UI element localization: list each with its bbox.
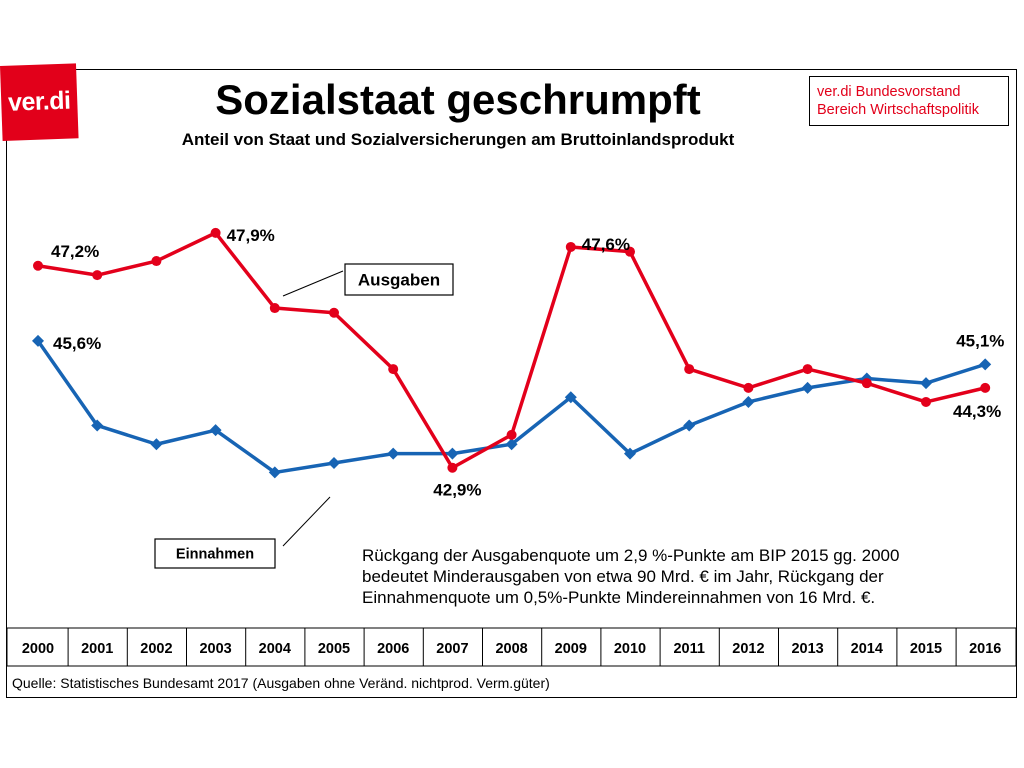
data-point (980, 382, 991, 393)
data-point (328, 457, 340, 470)
source-footer: Quelle: Statistisches Bundesamt 2017 (Au… (12, 675, 550, 691)
note-line-3: Einnahmenquote um 0,5%-Punkte Mindereinn… (362, 588, 876, 607)
data-point (388, 364, 399, 375)
x-axis: 2000 2001 2002 2003 2004 2005 2006 2007 2008 2009… (6, 627, 1017, 667)
data-point (801, 381, 814, 394)
data-point (506, 429, 517, 440)
data-point (802, 364, 813, 375)
x-tick-label: 2004 (259, 641, 291, 657)
data-label: 45,1% (956, 331, 1004, 350)
data-label: 45,6% (53, 334, 101, 353)
x-tick-label: 2005 (318, 641, 350, 657)
x-tick-label: 2014 (851, 641, 883, 657)
x-tick-label: 2016 (969, 641, 1001, 657)
x-tick-label: 2000 (22, 641, 54, 657)
data-point (268, 466, 281, 479)
data-point (446, 447, 459, 460)
callout-leader-line (282, 496, 331, 547)
data-point (921, 396, 931, 407)
data-point (624, 447, 636, 460)
legend-box (154, 538, 276, 569)
chart-frame (6, 69, 1017, 698)
data-label: 44,3% (953, 402, 1001, 421)
x-tick-label: 2011 (673, 641, 704, 657)
data-point (861, 378, 872, 389)
data-label: 42,9% (433, 481, 481, 500)
data-point (743, 382, 754, 393)
data-point (92, 270, 103, 281)
data-point (32, 334, 44, 347)
x-tick-label: 2009 (555, 641, 587, 657)
data-label: 47,2% (51, 242, 99, 261)
data-point (33, 260, 43, 271)
x-tick-label: 2002 (140, 641, 172, 657)
legend-label: Ausgaben (358, 271, 440, 290)
data-point (979, 358, 992, 371)
series-line-einnahmen (36, 339, 986, 475)
x-tick-label: 2015 (910, 641, 942, 657)
data-point (505, 438, 518, 451)
data-point (210, 227, 221, 238)
data-label: 47,9% (227, 226, 275, 245)
data-labels: 47,2% 47,9% 47,6% 42,9% 44,3% 45,6% 45,1% (51, 226, 1004, 500)
data-point (329, 307, 339, 318)
legend-label: Einnahmen (176, 547, 254, 563)
x-tick-label: 2006 (377, 641, 409, 657)
data-point (387, 447, 400, 460)
note-line-2: bedeutet Minderausgaben von etwa 90 Mrd.… (362, 567, 884, 586)
publisher-line-2: Bereich Wirtschaftspolitik (817, 102, 979, 118)
x-tick-label: 2001 (81, 641, 113, 657)
data-point (683, 419, 696, 432)
x-tick-label: 2007 (436, 641, 468, 657)
data-point (151, 256, 162, 267)
data-point (742, 395, 755, 408)
data-point (564, 391, 577, 404)
legend-callouts: Ausgaben Einnahmen (154, 263, 454, 569)
chart-subtitle: Anteil von Staat und Sozialversicherunge… (181, 130, 735, 149)
chart-title: Sozialstaat geschrumpft (215, 76, 701, 123)
note-line-1: Rückgang der Ausgabenquote um 2,9 %-Punk… (362, 546, 900, 565)
data-point (447, 462, 458, 473)
data-point (150, 438, 163, 451)
data-point (209, 424, 222, 437)
data-point (269, 303, 280, 314)
x-tick-label: 2008 (495, 641, 527, 657)
data-point (565, 241, 576, 252)
x-tick-label: 2010 (614, 641, 646, 657)
publisher-line-1: ver.di Bundesvorstand (817, 84, 961, 100)
data-point (920, 377, 932, 390)
data-point (625, 246, 635, 257)
callout-leader-line (282, 270, 344, 297)
publisher-box: ver.di Bundesvorstand Bereich Wirtschaft… (809, 76, 1009, 126)
data-point (91, 419, 104, 432)
legend-box (344, 263, 454, 296)
x-tick-label: 2013 (791, 641, 823, 657)
chart-note: Rückgang der Ausgabenquote um 2,9 %-Punk… (362, 545, 1002, 608)
x-tick-label: 2012 (732, 641, 764, 657)
series-layer (32, 227, 992, 479)
x-tick-label: 2003 (199, 641, 231, 657)
data-point (684, 364, 695, 375)
data-label: 47,6% (582, 235, 630, 254)
